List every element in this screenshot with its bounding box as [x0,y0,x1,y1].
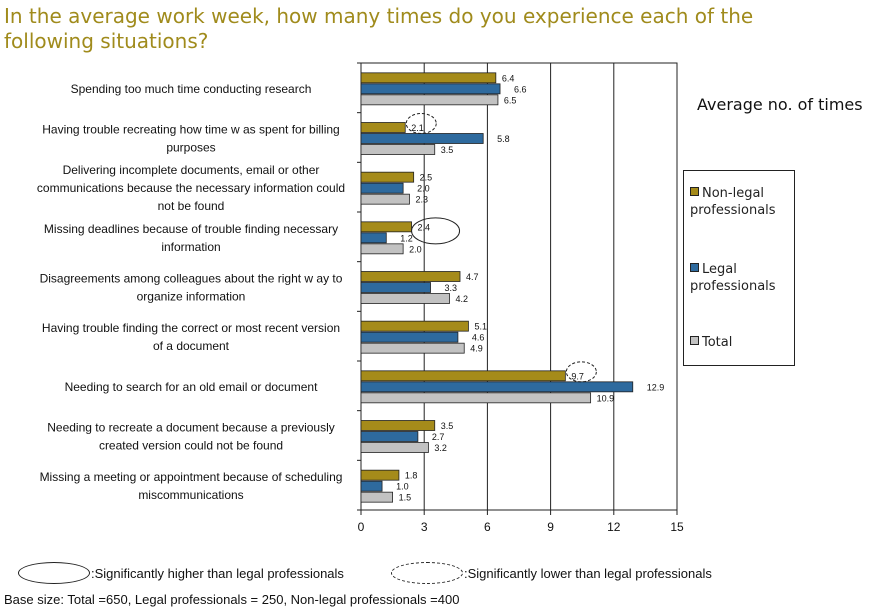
value-label-legal-professionals-3: 1.2 [400,233,413,243]
bar-total-8 [360,491,394,503]
legend-item-total: Total [690,334,794,351]
value-label-non-legal-professionals-0: 6.4 [502,73,515,83]
value-label-total-5: 4.9 [470,344,483,354]
bar-non-legal-professionals-0 [360,72,497,84]
lower-significance-note: :Significantly lower than legal professi… [464,566,712,581]
x-tick-label-12: 12 [607,520,621,534]
bar-total-5 [360,342,465,354]
value-label-legal-professionals-7: 2.7 [432,432,445,442]
category-label-3-line-1: information [161,240,220,254]
bar-non-legal-professionals-2 [360,171,415,183]
bar-non-legal-professionals-8 [360,469,400,481]
bar-non-legal-professionals-1 [360,122,406,133]
value-label-total-4: 4.2 [455,294,468,304]
significance-oval-lower-6 [565,361,597,383]
bar-total-2 [360,193,410,205]
base-size-note: Base size: Total =650, Legal professiona… [4,592,460,607]
value-label-legal-professionals-6: 12.9 [647,382,665,392]
x-tick-label-9: 9 [547,520,554,534]
legend-swatch-legal [690,263,699,272]
higher-significance-note: :Significantly higher than legal profess… [91,566,344,581]
bar-legal-professionals-1 [360,133,484,144]
bar-legal-professionals-8 [360,480,383,492]
bar-non-legal-professionals-3 [360,221,412,233]
legend-swatch-non-legal [690,187,699,196]
value-label-non-legal-professionals-3: 2.4 [418,222,431,232]
legend-item-non-legal: Non-legal professionals [690,185,794,219]
bar-non-legal-professionals-7 [360,420,436,431]
legend-swatch-total [690,336,699,345]
lower-significance-oval-icon [391,562,463,584]
category-label-6: Needing to search for an old email or do… [65,380,318,394]
category-label-8-line-0: Missing a meeting or appointment because… [40,470,343,484]
bar-legal-professionals-2 [360,182,404,194]
legend-label-non-legal: Non-legal professionals [690,186,776,218]
bar-legal-professionals-4 [360,282,431,293]
value-label-total-1: 3.5 [441,145,454,155]
value-label-non-legal-professionals-2: 2.5 [420,173,433,183]
bar-total-3 [360,243,404,255]
category-label-3-line-0: Missing deadlines because of trouble fin… [44,222,338,236]
category-label-2-line-2: not be found [158,199,225,213]
value-label-legal-professionals-5: 4.6 [472,333,485,343]
legend-label-legal: Legal professionals [690,262,776,294]
significance-oval-higher-3 [411,217,461,245]
category-label-4-line-1: organize information [137,290,246,304]
category-label-7-line-1: created version could not be found [99,439,283,453]
value-label-total-2: 2.3 [415,195,428,205]
bar-legal-professionals-0 [360,83,501,95]
value-label-total-8: 1.5 [399,493,412,503]
value-label-non-legal-professionals-1: 2.1 [411,123,424,133]
category-label-1-line-0: Having trouble recreating how time w as … [42,123,339,137]
value-label-non-legal-professionals-7: 3.5 [441,421,454,431]
category-label-8-line-1: miscommunications [138,488,243,502]
value-label-total-7: 3.2 [434,443,447,453]
bar-non-legal-professionals-6 [360,370,566,382]
value-label-non-legal-professionals-8: 1.8 [405,471,418,481]
unit-label: Average no. of times [697,95,863,114]
value-label-legal-professionals-1: 5.8 [497,134,510,144]
category-label-1-line-1: purposes [166,141,215,155]
bar-chart: 0 3 6 9 12 15 Spending too much time conductin… [37,62,684,534]
x-tick-label-15: 15 [670,520,684,534]
bar-non-legal-professionals-5 [360,320,469,332]
bar-legal-professionals-3 [360,232,387,244]
x-tick-label-0: 0 [358,520,365,534]
chart-title: In the average work week, how many times… [4,4,754,53]
value-label-total-6: 10.9 [597,393,615,403]
legend: Non-legal professionals Legal profession… [683,170,795,366]
category-label-5-line-1: of a document [153,339,230,353]
value-label-legal-professionals-2: 2.0 [417,184,430,194]
category-label-2-line-0: Delivering incomplete documents, email o… [63,163,320,177]
legend-label-total: Total [702,335,733,350]
value-label-non-legal-professionals-4: 4.7 [466,272,479,282]
bar-total-0 [360,94,499,106]
value-label-legal-professionals-4: 3.3 [445,283,458,293]
value-label-legal-professionals-8: 1.0 [396,482,409,492]
category-label-2-line-1: communications because the necessary inf… [37,181,345,195]
value-label-non-legal-professionals-6: 9.7 [571,371,584,381]
bar-total-4 [360,293,450,304]
significance-oval-lower-1 [405,113,437,134]
bar-legal-professionals-6 [360,381,634,393]
category-label-5-line-0: Having trouble finding the correct or mo… [42,321,340,335]
value-label-legal-professionals-0: 6.6 [514,84,527,94]
value-label-non-legal-professionals-5: 5.1 [474,322,487,332]
legend-item-legal: Legal professionals [690,261,794,295]
value-label-total-3: 2.0 [409,244,422,254]
bar-legal-professionals-7 [360,431,419,442]
higher-significance-oval-icon [18,562,90,584]
bar-legal-professionals-5 [360,331,459,343]
bar-total-6 [360,392,592,404]
category-label-0: Spending too much time conducting resear… [71,82,312,96]
value-label-total-0: 6.5 [504,95,517,105]
x-tick-label-3: 3 [421,520,428,534]
bar-non-legal-professionals-4 [360,271,461,282]
bar-total-1 [360,144,436,155]
bar-total-7 [360,442,429,453]
category-label-7-line-0: Needing to recreate a document because a… [47,421,335,435]
category-label-4-line-0: Disagreements among colleagues about the… [40,272,343,286]
x-tick-label-6: 6 [484,520,491,534]
